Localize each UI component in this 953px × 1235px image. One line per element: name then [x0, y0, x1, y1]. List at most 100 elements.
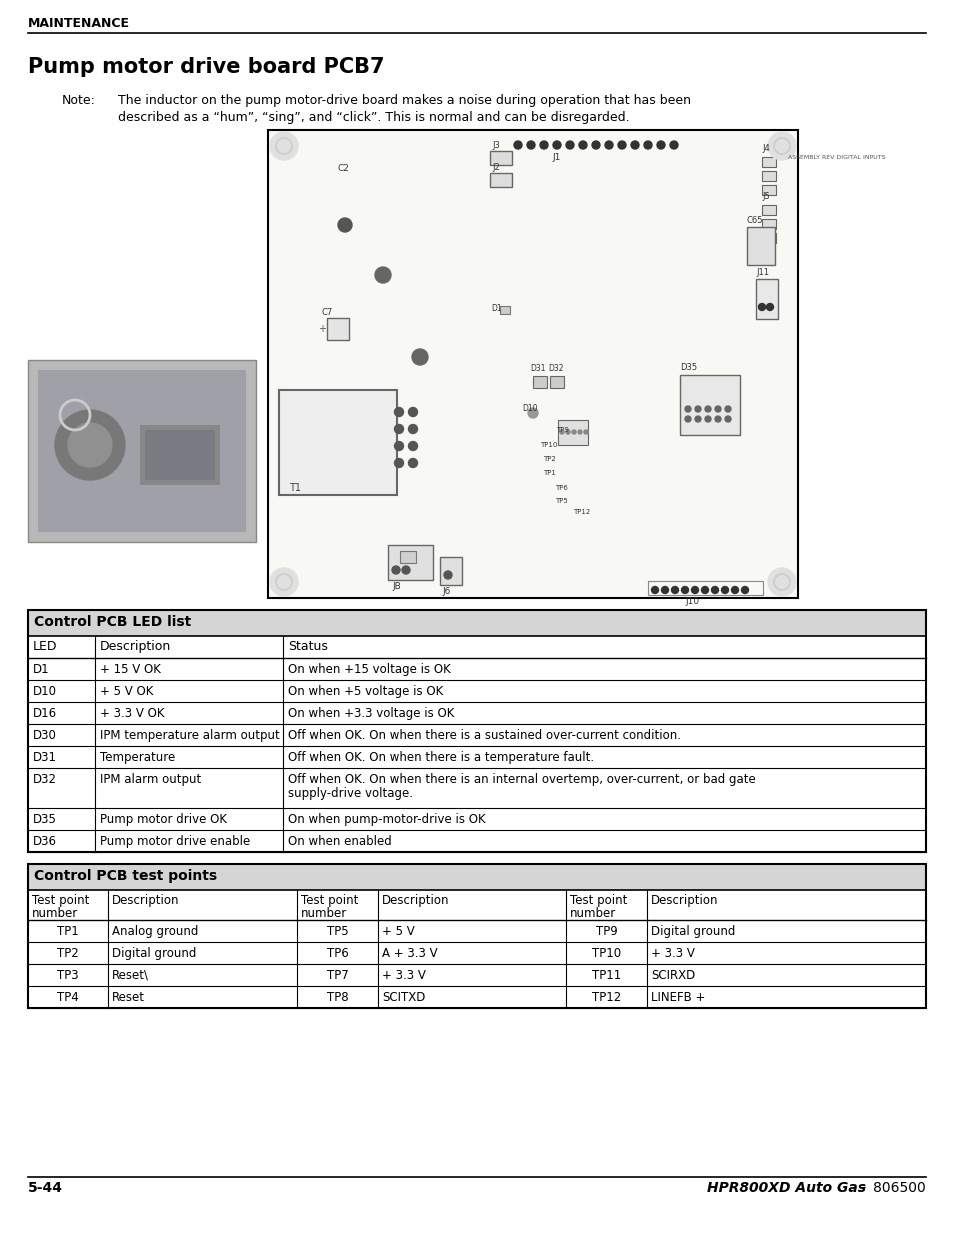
Bar — [761, 219, 775, 228]
Text: C7: C7 — [322, 308, 333, 317]
Circle shape — [671, 587, 678, 594]
Circle shape — [651, 587, 658, 594]
Text: On when enabled: On when enabled — [288, 835, 392, 848]
Circle shape — [337, 219, 352, 232]
Circle shape — [559, 430, 563, 433]
Circle shape — [618, 141, 625, 149]
Text: J4: J4 — [761, 144, 769, 153]
Circle shape — [68, 424, 112, 467]
Text: Test point: Test point — [301, 894, 358, 906]
Text: + 3.3 V: + 3.3 V — [650, 947, 694, 960]
Text: Reset\: Reset\ — [112, 969, 149, 982]
Bar — [140, 425, 220, 485]
Text: C65: C65 — [746, 216, 762, 225]
Text: C2: C2 — [337, 164, 350, 173]
Text: D10: D10 — [521, 404, 537, 412]
Text: TP10: TP10 — [591, 947, 620, 960]
Circle shape — [408, 408, 417, 416]
Circle shape — [669, 141, 678, 149]
Text: TP6: TP6 — [555, 485, 567, 492]
Bar — [490, 173, 512, 186]
Circle shape — [565, 430, 569, 433]
Bar — [28, 864, 925, 1008]
Text: Off when OK. On when there is a temperature fault.: Off when OK. On when there is a temperat… — [288, 751, 594, 764]
Text: TP5: TP5 — [555, 498, 567, 504]
Bar — [550, 375, 563, 388]
Bar — [278, 390, 396, 495]
Bar — [755, 279, 778, 319]
Text: D10: D10 — [33, 685, 57, 698]
Text: SCIRXD: SCIRXD — [650, 969, 695, 982]
Circle shape — [714, 416, 720, 422]
Text: TP7: TP7 — [326, 969, 348, 982]
Text: On when +3.3 voltage is OK: On when +3.3 voltage is OK — [288, 706, 454, 720]
Text: Reset: Reset — [112, 990, 145, 1004]
Text: D1: D1 — [33, 663, 50, 676]
Text: Temperature: Temperature — [100, 751, 175, 764]
Circle shape — [704, 406, 710, 412]
Bar — [647, 580, 762, 595]
Text: Test point: Test point — [32, 894, 90, 906]
Circle shape — [270, 568, 297, 597]
Circle shape — [660, 587, 668, 594]
Text: J6: J6 — [441, 587, 450, 597]
Circle shape — [395, 458, 403, 468]
Text: ASSEMBLY REV DIGITAL INPUTS: ASSEMBLY REV DIGITAL INPUTS — [787, 156, 884, 161]
Text: TP12: TP12 — [573, 509, 590, 515]
Text: TP12: TP12 — [591, 990, 620, 1004]
Bar — [746, 227, 774, 266]
Text: LINEFB +: LINEFB + — [650, 990, 704, 1004]
Text: Description: Description — [650, 894, 718, 906]
Text: –: – — [855, 1181, 870, 1195]
Text: +: + — [317, 324, 326, 333]
Circle shape — [680, 587, 688, 594]
Circle shape — [55, 410, 125, 480]
Circle shape — [572, 430, 576, 433]
Text: TP8: TP8 — [326, 990, 348, 1004]
Text: A + 3.3 V: A + 3.3 V — [381, 947, 437, 960]
Bar — [499, 306, 510, 314]
Bar — [490, 151, 512, 165]
Bar — [679, 375, 740, 435]
Text: Analog ground: Analog ground — [112, 925, 198, 939]
Text: + 5 V OK: + 5 V OK — [100, 685, 153, 698]
Text: D35: D35 — [679, 363, 697, 372]
Circle shape — [395, 441, 403, 451]
Text: Off when OK. On when there is an internal overtemp, over-current, or bad gate: Off when OK. On when there is an interna… — [288, 773, 755, 785]
Text: + 3.3 V OK: + 3.3 V OK — [100, 706, 164, 720]
Text: TP9: TP9 — [595, 925, 617, 939]
Circle shape — [704, 416, 710, 422]
Text: J5: J5 — [761, 191, 769, 201]
Text: On when pump-motor-drive is OK: On when pump-motor-drive is OK — [288, 813, 485, 826]
Text: Pump motor drive OK: Pump motor drive OK — [100, 813, 227, 826]
Text: TP2: TP2 — [542, 456, 556, 462]
Circle shape — [740, 587, 748, 594]
Circle shape — [553, 141, 560, 149]
Circle shape — [695, 406, 700, 412]
Circle shape — [643, 141, 651, 149]
Text: Status: Status — [288, 640, 328, 653]
Circle shape — [395, 425, 403, 433]
Circle shape — [630, 141, 639, 149]
Text: TP2: TP2 — [57, 947, 79, 960]
Text: SCITXD: SCITXD — [381, 990, 425, 1004]
Circle shape — [539, 141, 547, 149]
Text: J1: J1 — [552, 153, 559, 162]
Text: Pump motor drive board PCB7: Pump motor drive board PCB7 — [28, 57, 384, 77]
Bar — [28, 610, 925, 852]
Circle shape — [578, 430, 581, 433]
Text: Digital ground: Digital ground — [650, 925, 735, 939]
Text: Digital ground: Digital ground — [112, 947, 196, 960]
Text: Control PCB LED list: Control PCB LED list — [34, 615, 191, 629]
Text: LED: LED — [33, 640, 57, 653]
Circle shape — [691, 587, 698, 594]
Circle shape — [408, 425, 417, 433]
Circle shape — [720, 587, 728, 594]
Text: Control PCB test points: Control PCB test points — [34, 869, 217, 883]
Text: described as a “hum”, “sing”, and “click”. This is normal and can be disregarded: described as a “hum”, “sing”, and “click… — [118, 111, 629, 124]
Circle shape — [711, 587, 718, 594]
Circle shape — [684, 406, 690, 412]
Circle shape — [395, 408, 403, 416]
Circle shape — [565, 141, 574, 149]
Bar — [28, 864, 925, 890]
